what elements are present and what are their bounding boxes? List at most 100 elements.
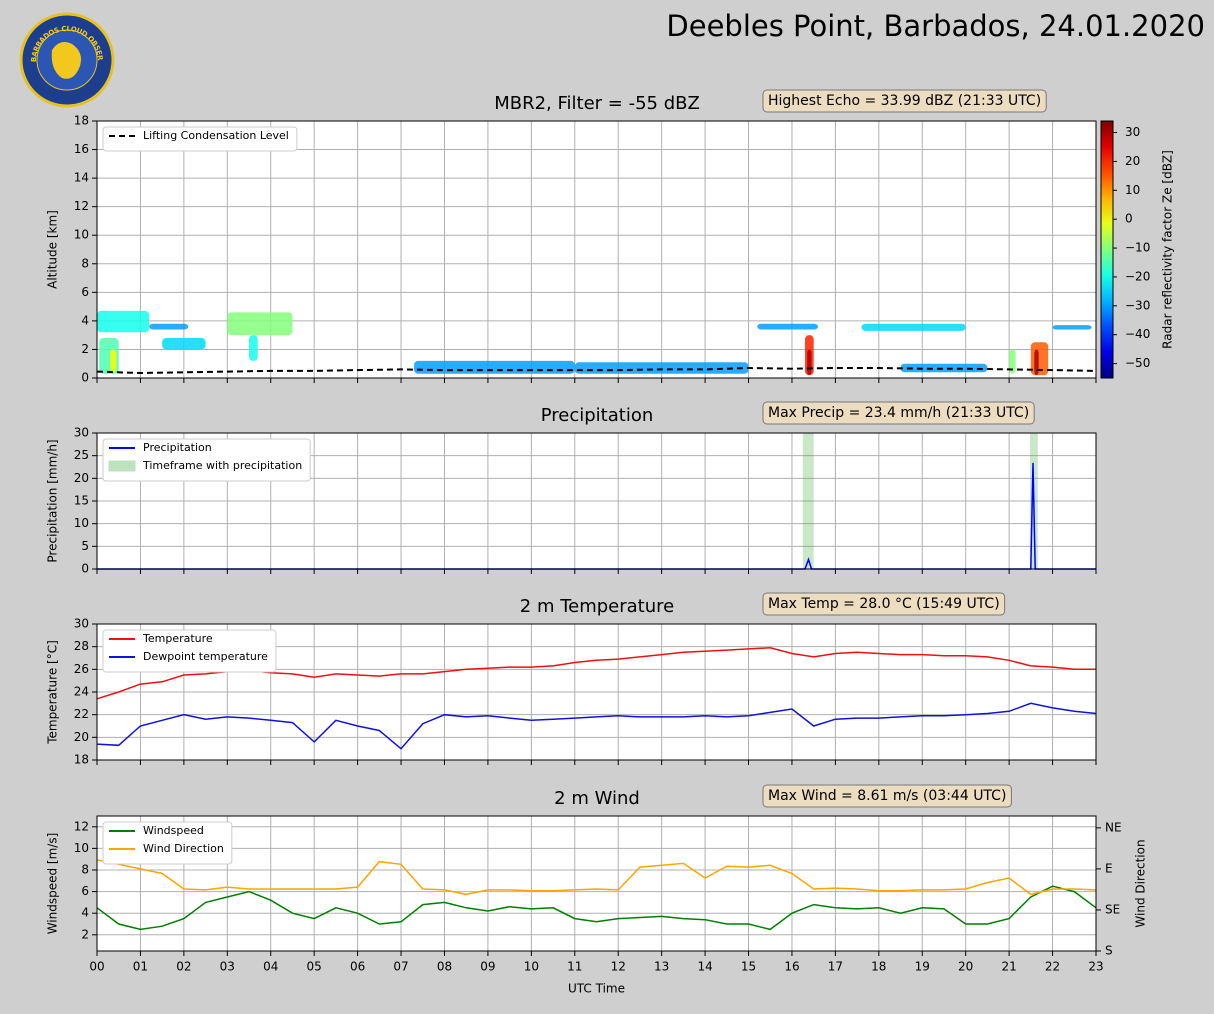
logo-island <box>51 42 81 79</box>
x-tick-label: 22 <box>1045 960 1060 974</box>
annotation: Max Temp = 28.0 °C (15:49 UTC) <box>768 596 1000 612</box>
x-tick-label: 17 <box>828 960 843 974</box>
y-tick-label: 26 <box>74 662 89 676</box>
y-tick-label: 18 <box>74 114 89 128</box>
legend-label: Precipitation <box>143 441 212 454</box>
x-tick-label: 15 <box>741 960 756 974</box>
x-tick-label: 20 <box>958 960 973 974</box>
colorbar <box>1100 120 1114 379</box>
series-line <box>96 366 1097 375</box>
y-tick-label: 10 <box>74 516 89 530</box>
annotation: Highest Echo = 33.99 dBZ (21:33 UTC) <box>768 93 1041 109</box>
y2-tick-label: S <box>1105 944 1113 958</box>
y-tick-label: 22 <box>74 707 89 721</box>
plot-frame <box>96 623 1097 761</box>
y-tick-label: 25 <box>74 448 89 462</box>
colorbar-tick-label: 0 <box>1125 212 1133 226</box>
logo: BARBADOS CLOUD OBSERVATORY <box>0 0 115 108</box>
x-tick-label: 06 <box>350 960 365 974</box>
y-axis-label: Altitude [km] <box>46 210 60 289</box>
colorbar-tick-label: 30 <box>1125 125 1140 139</box>
colorbar-tick-label: 20 <box>1125 154 1140 168</box>
radar-echo <box>807 349 812 376</box>
x-tick-label: 23 <box>1088 960 1103 974</box>
y-tick-label: 28 <box>74 639 89 653</box>
colorbar-tick-label: −40 <box>1125 327 1150 341</box>
legend-label: Temperature <box>142 632 213 645</box>
radar-echo <box>110 349 117 373</box>
y2-tick-label: E <box>1105 861 1113 875</box>
y-tick-label: 30 <box>74 617 89 631</box>
y-tick-label: 24 <box>74 685 89 699</box>
annotation-box <box>762 784 1012 808</box>
radar-echo <box>1052 325 1092 330</box>
radar-echo <box>757 323 819 330</box>
legend-label: Wind Direction <box>143 842 224 855</box>
series-line <box>96 885 1097 931</box>
series-line <box>96 702 1097 750</box>
radar-echo <box>1034 349 1039 376</box>
precip-span <box>802 433 814 569</box>
y-tick-label: 5 <box>81 539 89 553</box>
x-axis-label: UTC Time <box>568 982 625 996</box>
y-tick-label: 12 <box>74 199 89 213</box>
plot-frame <box>96 120 1097 379</box>
annotation: Max Wind = 8.61 m/s (03:44 UTC) <box>768 788 1006 804</box>
radar-echo <box>149 323 189 330</box>
radar-echo <box>414 360 575 374</box>
x-tick-label: 03 <box>220 960 235 974</box>
radar-echo <box>861 323 966 331</box>
legend-box <box>102 126 298 152</box>
annotation-box <box>762 89 1047 113</box>
y-axis-label: Windspeed [m/s] <box>46 833 60 935</box>
plot-frame <box>96 432 1097 570</box>
legend-box <box>102 629 277 673</box>
radar-echo <box>249 335 258 361</box>
legend-label: Dewpoint temperature <box>143 650 268 663</box>
y-tick-label: 10 <box>74 228 89 242</box>
page-title: Deebles Point, Barbados, 24.01.2020 <box>666 9 1205 43</box>
y-tick-label: 20 <box>74 730 89 744</box>
y-tick-label: 0 <box>81 562 89 576</box>
annotation-box <box>762 592 1006 616</box>
radar-echo <box>97 310 150 333</box>
annotation-box <box>762 401 1035 425</box>
y2-tick-label: NE <box>1105 820 1122 834</box>
y-axis-label: Temperature [°C] <box>46 640 60 745</box>
y-tick-label: 6 <box>81 884 89 898</box>
y2-tick-label: SE <box>1105 902 1120 916</box>
plot-area <box>97 816 1096 951</box>
plot-area <box>97 121 1096 378</box>
y-tick-label: 8 <box>81 863 89 877</box>
radar-echo <box>900 363 988 373</box>
y-tick-label: 16 <box>74 142 89 156</box>
colorbar-tick-label: −10 <box>1125 241 1150 255</box>
panel-title: 2 m Temperature <box>520 596 674 617</box>
x-tick-label: 21 <box>1001 960 1016 974</box>
legend-label: Lifting Condensation Level <box>143 129 289 142</box>
legend: Lifting Condensation Level <box>102 126 298 152</box>
x-tick-label: 02 <box>176 960 191 974</box>
legend-label: Timeframe with precipitation <box>142 459 302 472</box>
panel-title: MBR2, Filter = -55 dBZ <box>494 93 700 114</box>
y2-axis-label: Wind Direction <box>1134 839 1148 927</box>
x-tick-label: 18 <box>871 960 886 974</box>
y-tick-label: 20 <box>74 471 89 485</box>
legend-swatch <box>108 460 136 472</box>
x-tick-label: 19 <box>915 960 930 974</box>
colorbar-tick-label: −30 <box>1125 298 1150 312</box>
x-tick-label: 00 <box>89 960 104 974</box>
radar-echo <box>162 338 206 350</box>
x-tick-label: 05 <box>307 960 322 974</box>
legend-box <box>102 821 233 865</box>
x-tick-label: 16 <box>784 960 799 974</box>
y-tick-label: 18 <box>74 753 89 767</box>
y-tick-label: 2 <box>81 927 89 941</box>
y-tick-label: 14 <box>74 171 89 185</box>
radar-echo <box>227 312 293 336</box>
legend: Precipitation Timeframe with precipitatio… <box>102 438 311 482</box>
y-tick-label: 8 <box>81 256 89 270</box>
y-tick-label: 4 <box>81 313 89 327</box>
